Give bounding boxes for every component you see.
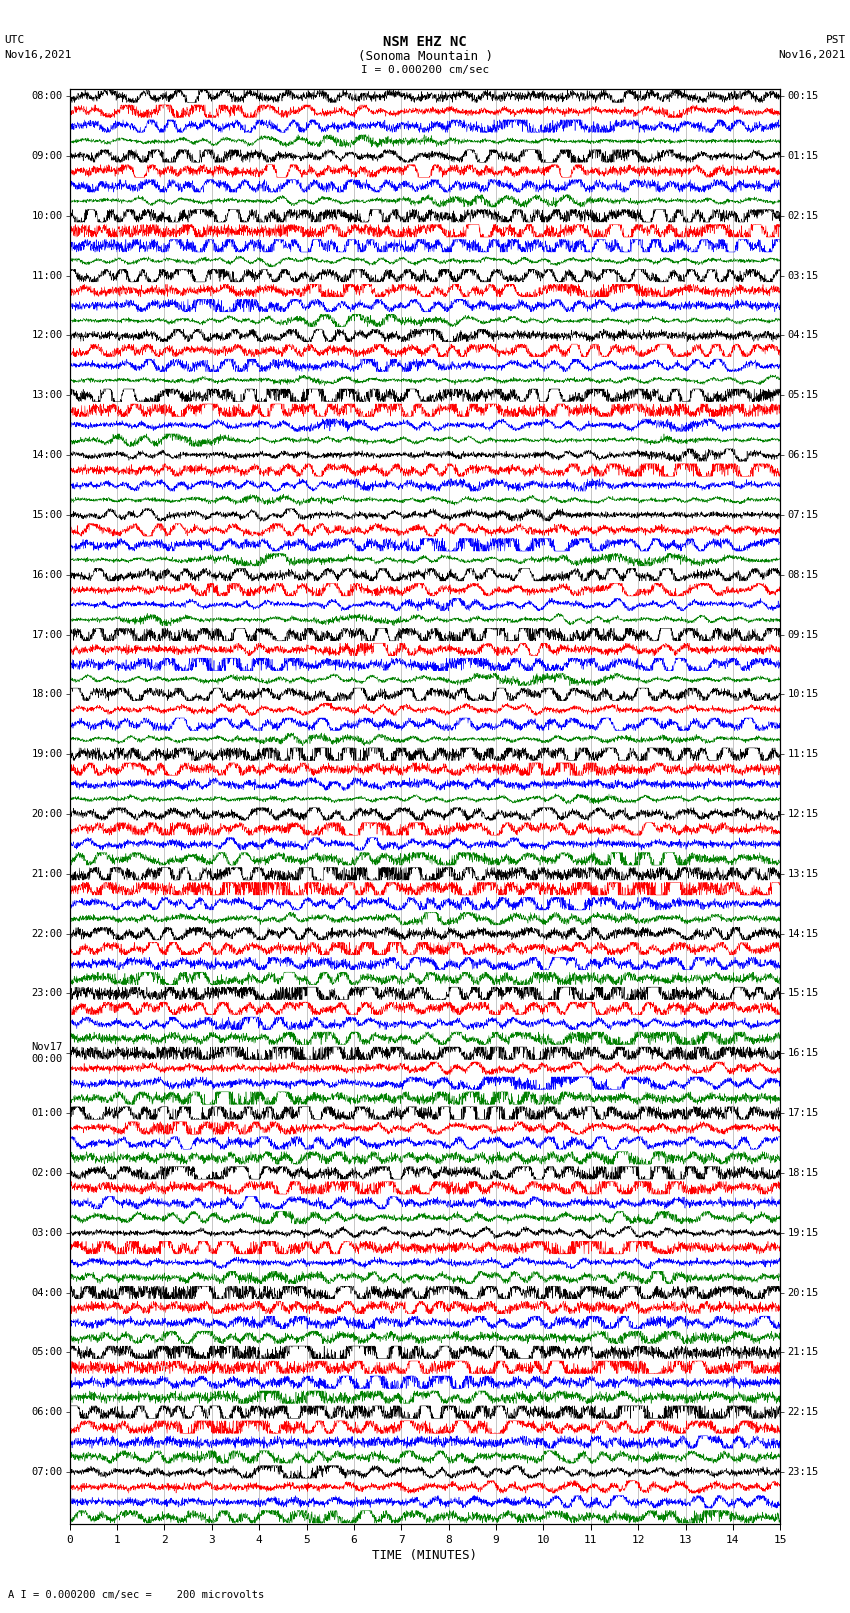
Text: Nov16,2021: Nov16,2021 [779,50,846,60]
Text: UTC: UTC [4,35,25,45]
Text: NSM EHZ NC: NSM EHZ NC [383,35,467,50]
Text: A I = 0.000200 cm/sec =    200 microvolts: A I = 0.000200 cm/sec = 200 microvolts [8,1590,264,1600]
Text: (Sonoma Mountain ): (Sonoma Mountain ) [358,50,492,63]
Text: Nov16,2021: Nov16,2021 [4,50,71,60]
X-axis label: TIME (MINUTES): TIME (MINUTES) [372,1548,478,1561]
Text: I = 0.000200 cm/sec: I = 0.000200 cm/sec [361,65,489,74]
Text: PST: PST [825,35,846,45]
